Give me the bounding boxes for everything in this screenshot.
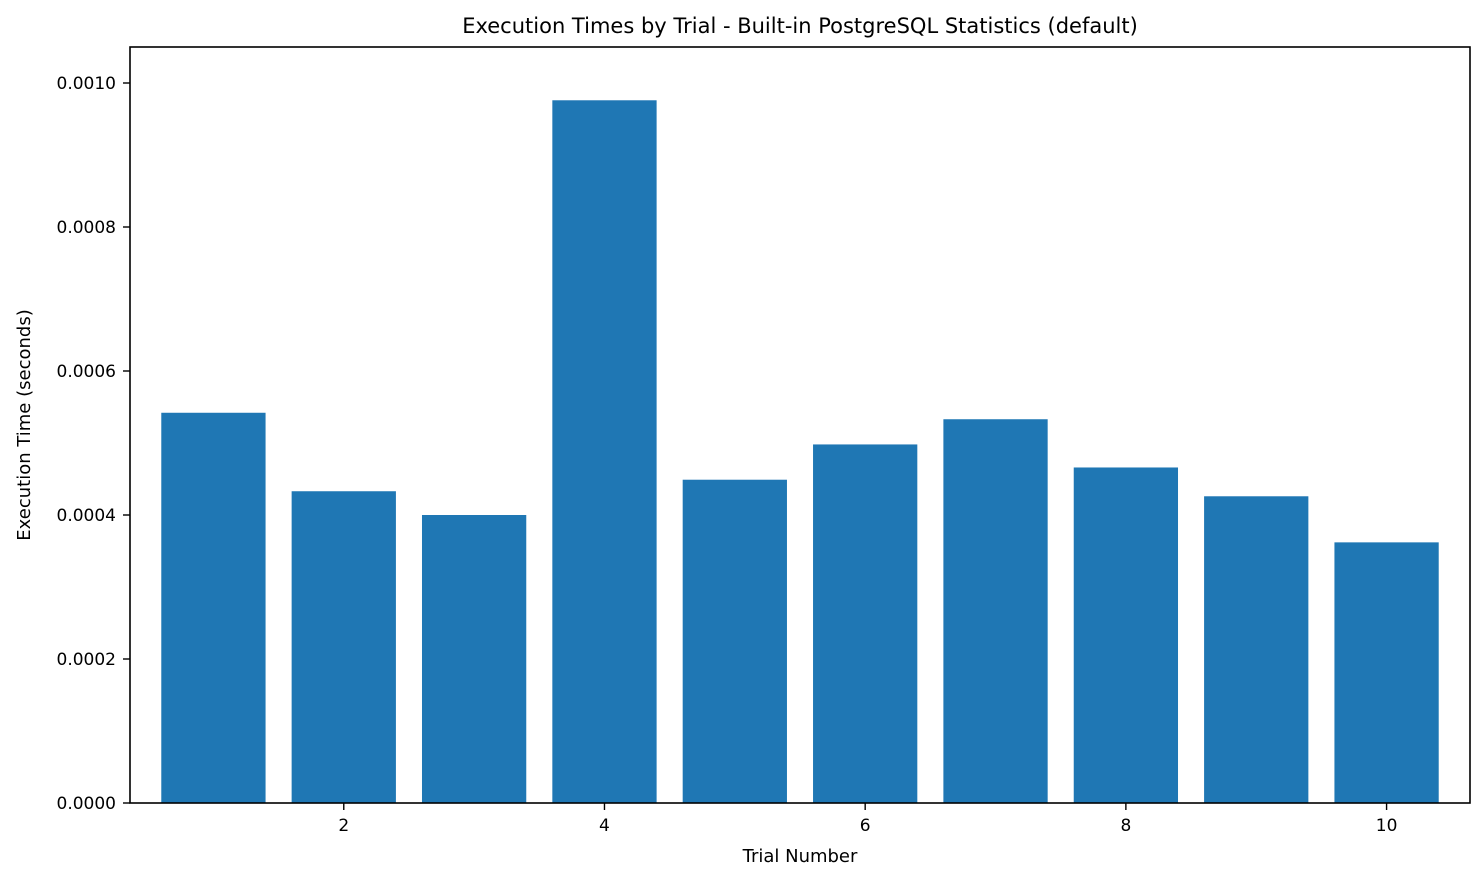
bar-trial-6 — [813, 444, 918, 803]
chart-title: Execution Times by Trial - Built-in Post… — [462, 14, 1138, 38]
x-tick-label: 2 — [338, 816, 349, 836]
bar-trial-2 — [291, 491, 396, 803]
bar-trial-10 — [1334, 542, 1439, 803]
y-tick-label: 0.0000 — [57, 794, 116, 814]
x-tick-label: 4 — [599, 816, 610, 836]
bar-trial-7 — [943, 419, 1048, 803]
bar-trial-1 — [161, 412, 266, 803]
y-tick-label: 0.0006 — [57, 362, 116, 382]
bar-trial-9 — [1204, 496, 1309, 803]
x-tick-label: 10 — [1376, 816, 1398, 836]
x-tick-label: 8 — [1120, 816, 1131, 836]
x-tick-label: 6 — [860, 816, 871, 836]
y-tick-label: 0.0008 — [57, 218, 116, 238]
y-tick-label: 0.0004 — [57, 506, 116, 526]
plot-area-frame — [129, 46, 1471, 804]
bar-trial-8 — [1073, 467, 1179, 803]
y-axis-label: Execution Time (seconds) — [14, 309, 35, 540]
x-axis-label: Trial Number — [742, 846, 858, 867]
bars-group — [161, 100, 1439, 803]
y-tick-label: 0.0002 — [57, 650, 116, 670]
bar-trial-3 — [421, 515, 527, 803]
bar-trial-4 — [552, 100, 657, 803]
y-axis-ticks: 0.0000 0.0002 0.0004 0.0006 0.0008 0.0010 — [57, 74, 130, 814]
y-tick-label: 0.0010 — [57, 74, 116, 94]
x-axis-ticks: 2 4 6 8 10 — [338, 803, 1397, 836]
bar-trial-5 — [682, 479, 787, 803]
